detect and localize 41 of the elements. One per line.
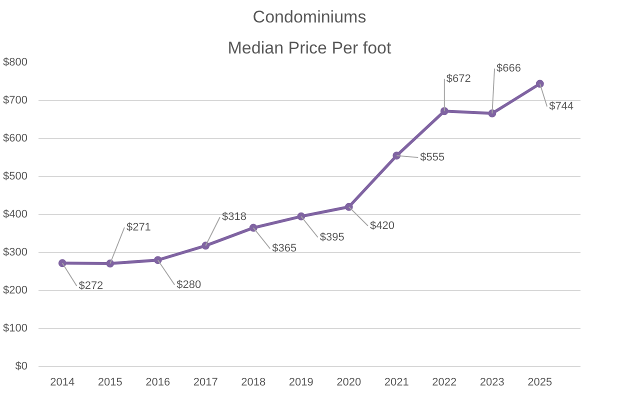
data-label: $271 — [126, 221, 151, 234]
x-tick-label: 2017 — [193, 376, 218, 388]
y-tick-label: $300 — [3, 246, 28, 258]
x-tick-label: 2016 — [146, 376, 170, 388]
point — [106, 260, 114, 268]
data-label: $555 — [420, 152, 445, 164]
y-tick-label: $100 — [3, 322, 28, 334]
point — [488, 109, 496, 118]
x-tick-label: 2022 — [432, 376, 457, 388]
point — [58, 259, 66, 268]
data-label: $272 — [78, 280, 104, 292]
x-tick-label: 2023 — [480, 376, 504, 388]
x-tick-label: 2014 — [50, 376, 75, 388]
x-tick-label: 2019 — [288, 376, 314, 388]
chart-subtitle: Median Price Per foot — [228, 38, 392, 58]
data-label: $365 — [272, 242, 297, 255]
x-tick-label: 2015 — [98, 376, 122, 388]
x-tick-label: 2021 — [384, 376, 409, 388]
data-label: $672 — [446, 72, 471, 85]
point — [297, 212, 306, 220]
data-label: $395 — [320, 231, 344, 244]
data-label: $280 — [176, 278, 202, 291]
data-label: $666 — [496, 62, 522, 75]
y-tick-label: $600 — [3, 132, 28, 144]
y-tick-label: $500 — [3, 170, 28, 182]
data-label: $420 — [370, 220, 394, 232]
y-tick-label: $400 — [3, 208, 28, 220]
point — [440, 107, 448, 116]
data-label: $318 — [222, 211, 246, 224]
data-label: $744 — [549, 100, 574, 113]
y-tick-label: $800 — [3, 56, 28, 68]
point — [392, 152, 401, 160]
point — [536, 80, 544, 88]
x-tick-label: 2020 — [336, 376, 362, 388]
x-tick-label: 2025 — [528, 376, 552, 388]
chart-title: Condominiums — [252, 8, 366, 26]
y-tick-label: $0 — [15, 360, 28, 372]
x-tick-label: 2018 — [241, 376, 266, 388]
y-tick-label: $700 — [3, 94, 28, 106]
y-tick-label: $200 — [3, 284, 28, 296]
point — [202, 242, 210, 250]
